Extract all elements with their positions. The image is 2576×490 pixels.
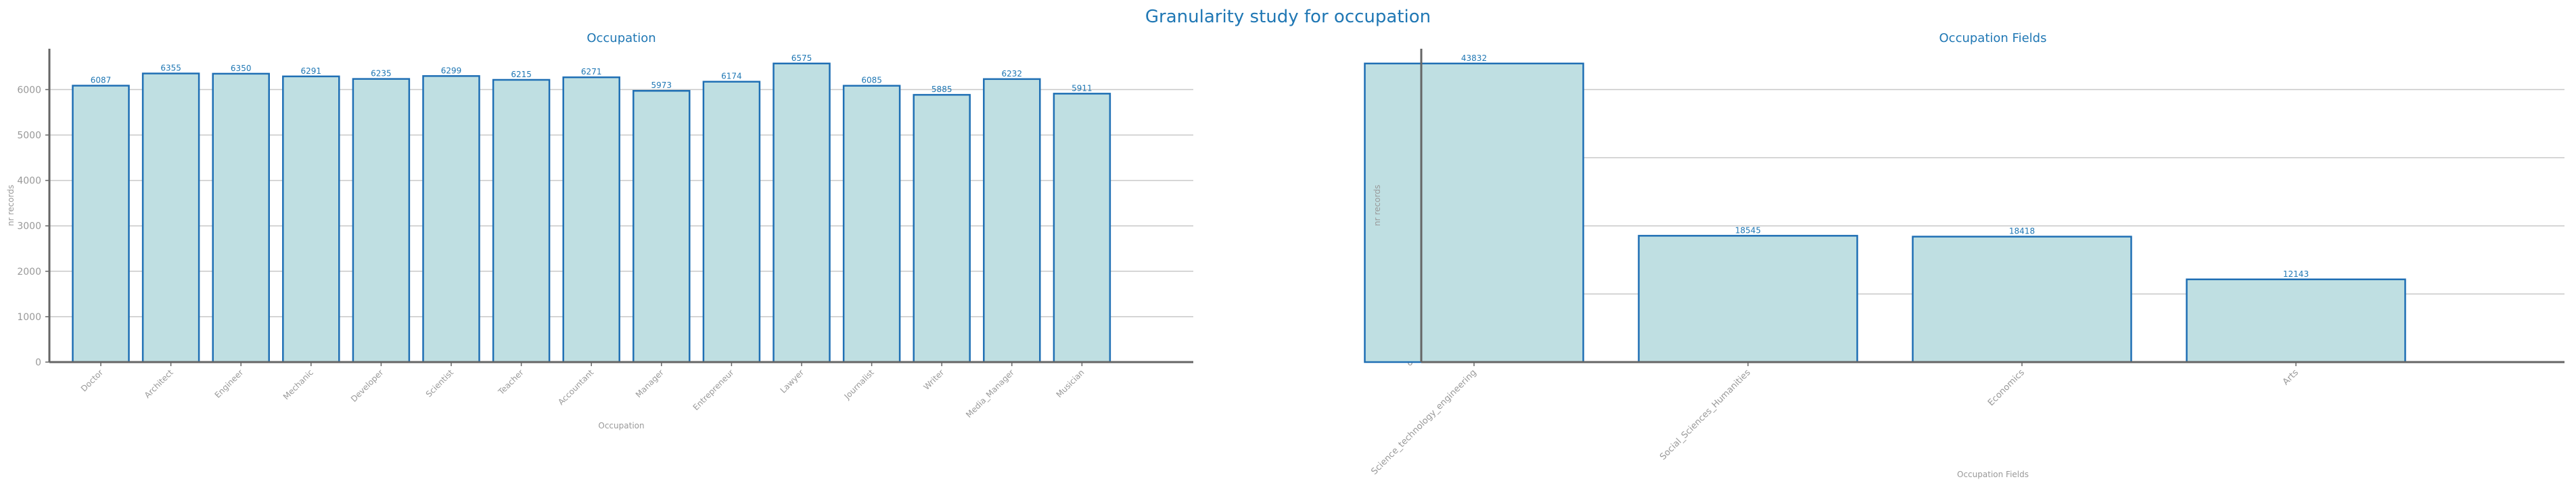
data-label: 6232 bbox=[1002, 69, 1023, 79]
data-label: 6174 bbox=[721, 72, 742, 81]
occupation-chart: Occupation 0 1000 2000 3000 4000 5000 6000 6087 D… bbox=[6, 31, 1193, 430]
data-label: 6350 bbox=[231, 64, 252, 73]
bar bbox=[282, 75, 340, 363]
data-label: 5973 bbox=[651, 81, 672, 90]
bar bbox=[562, 76, 620, 363]
x-tick-label: Journalist bbox=[842, 368, 876, 401]
data-label: 43832 bbox=[1461, 53, 1487, 63]
y-axis-label: nr records bbox=[1373, 185, 1382, 226]
y-tick-label: 5000 bbox=[17, 130, 41, 141]
bar bbox=[212, 72, 270, 363]
data-label: 6575 bbox=[791, 53, 812, 63]
data-label: 6291 bbox=[301, 66, 322, 76]
figure-title: Granularity study for occupation bbox=[1145, 7, 1431, 27]
y-axis-label: nr records bbox=[6, 185, 16, 226]
x-tick-label: Accountant bbox=[556, 368, 595, 407]
data-label: 6087 bbox=[91, 76, 112, 85]
data-label: 6235 bbox=[371, 69, 392, 79]
data-label: 6355 bbox=[160, 64, 181, 73]
data-label: 6215 bbox=[511, 70, 532, 79]
x-tick-label: Arts bbox=[2281, 368, 2301, 387]
y-tick-label: 0 bbox=[35, 357, 41, 368]
bar bbox=[913, 93, 971, 363]
x-tick-label: Scientist bbox=[424, 368, 456, 399]
x-axis-label: Occupation bbox=[598, 421, 644, 430]
bar bbox=[2186, 278, 2406, 363]
data-label: 18545 bbox=[1735, 225, 1761, 235]
bar bbox=[141, 72, 200, 363]
x-tick-label: Architect bbox=[143, 368, 175, 400]
occupation-fields-chart: Occupation Fields01000020000300004000043… bbox=[1364, 31, 2564, 479]
data-label: 18418 bbox=[2009, 227, 2035, 236]
x-tick-label: Teacher bbox=[496, 368, 526, 397]
bar bbox=[492, 79, 551, 363]
x-tick-label: Doctor bbox=[79, 368, 105, 393]
x-tick-label: Mechanic bbox=[281, 368, 315, 401]
data-label: 6299 bbox=[441, 66, 462, 75]
x-tick-label: Science_technology_engineering bbox=[1369, 368, 1478, 476]
y-tick-label: 2000 bbox=[17, 267, 41, 277]
bar bbox=[702, 81, 761, 363]
y-tick-label: 6000 bbox=[17, 85, 41, 95]
x-tick-label: Entrepreneur bbox=[691, 368, 736, 412]
x-axis-label: Occupation Fields bbox=[1957, 470, 2029, 479]
data-label: 6085 bbox=[861, 76, 882, 85]
x-tick-label: Writer bbox=[922, 368, 946, 392]
data-label: 6271 bbox=[581, 67, 602, 76]
x-tick-label: Musician bbox=[1055, 368, 1086, 399]
bar bbox=[1638, 235, 1858, 363]
y-tick-label: 3000 bbox=[17, 221, 41, 232]
x-tick-label: Social_Sciences_Humanities bbox=[1658, 368, 1753, 462]
x-tick-label: Lawyer bbox=[779, 368, 806, 395]
bar bbox=[72, 85, 130, 363]
chart-title: Occupation Fields bbox=[1939, 31, 2047, 45]
x-tick-label: Engineer bbox=[213, 368, 246, 400]
bar bbox=[1364, 62, 1584, 363]
data-label: 5911 bbox=[1072, 83, 1092, 93]
bar bbox=[1912, 236, 2132, 363]
x-tick-label: Economics bbox=[1986, 368, 2027, 408]
data-label: 5885 bbox=[932, 85, 952, 94]
chart-title: Occupation bbox=[586, 31, 656, 45]
bar bbox=[842, 85, 901, 363]
bar bbox=[422, 75, 480, 363]
y-tick-label: 1000 bbox=[17, 312, 41, 323]
y-tick-label: 4000 bbox=[17, 176, 41, 187]
bar bbox=[1053, 93, 1111, 363]
data-label: 12143 bbox=[2283, 269, 2309, 279]
bar bbox=[632, 89, 691, 363]
x-tick-label: Manager bbox=[634, 368, 666, 399]
x-tick-label: Developer bbox=[349, 368, 386, 404]
bar bbox=[983, 78, 1041, 363]
bar bbox=[773, 62, 831, 363]
bar bbox=[352, 78, 411, 363]
x-tick-label: Media_Manager bbox=[964, 368, 1016, 420]
